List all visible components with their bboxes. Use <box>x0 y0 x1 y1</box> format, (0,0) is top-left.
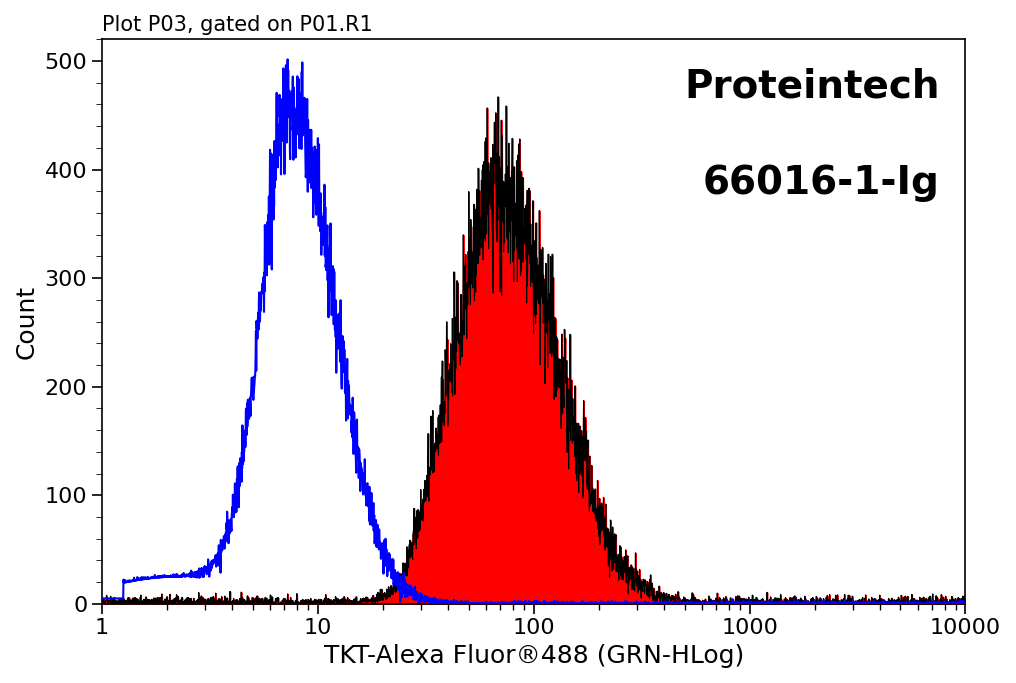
Y-axis label: Count: Count <box>15 285 39 359</box>
Text: Plot P03, gated on P01.R1: Plot P03, gated on P01.R1 <box>102 15 373 35</box>
Text: 66016-1-Ig: 66016-1-Ig <box>703 163 940 201</box>
Text: Proteintech: Proteintech <box>684 68 940 106</box>
X-axis label: TKT-Alexa Fluor®488 (GRN-HLog): TKT-Alexa Fluor®488 (GRN-HLog) <box>323 644 744 668</box>
